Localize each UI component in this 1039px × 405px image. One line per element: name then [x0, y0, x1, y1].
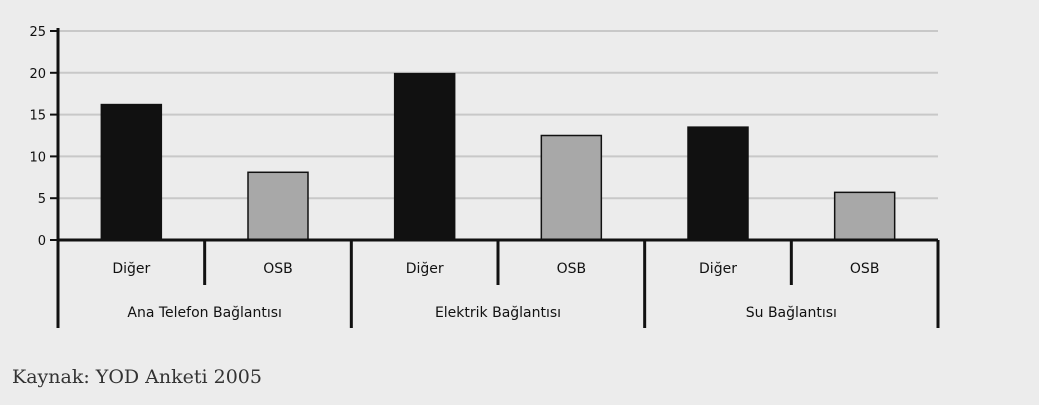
labels: 0 5 10 15 20 25 Diğer OSB Ana Telefon Bağlantısı…	[29, 25, 879, 321]
category-label: OSB	[850, 261, 880, 277]
gridlines	[58, 30, 938, 200]
y-tick-label: 20	[29, 67, 46, 82]
bar	[247, 171, 309, 241]
group-label: Su Bağlantısı	[746, 305, 837, 321]
axes	[50, 28, 940, 328]
y-tick-label: 25	[29, 25, 46, 40]
bar	[833, 191, 896, 241]
category-label: OSB	[263, 261, 293, 277]
bar	[687, 126, 749, 241]
y-tick-label: 15	[29, 109, 46, 124]
category-label: Diğer	[406, 261, 444, 277]
bar	[393, 72, 456, 241]
source-caption: Kaynak: YOD Anketi 2005	[12, 366, 262, 388]
group-label: Ana Telefon Bağlantısı	[127, 305, 282, 321]
category-label: OSB	[557, 261, 587, 277]
category-label: Diğer	[112, 261, 150, 277]
y-tick-label: 0	[38, 234, 46, 249]
bars	[100, 72, 896, 241]
category-label: Diğer	[699, 261, 737, 277]
y-tick-label: 10	[29, 150, 46, 165]
bar	[540, 134, 603, 241]
y-tick-label: 5	[38, 192, 46, 207]
bar	[100, 103, 163, 241]
group-label: Elektrik Bağlantısı	[435, 305, 561, 321]
